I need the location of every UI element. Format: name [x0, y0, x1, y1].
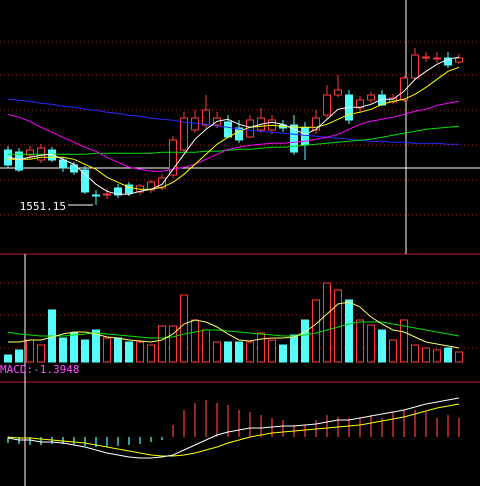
volume-bar [323, 282, 331, 363]
volume-bar [389, 339, 397, 363]
candle-body [103, 193, 111, 196]
volume-bar [235, 341, 243, 363]
candle-body [235, 127, 243, 141]
candle-body [224, 121, 232, 138]
volume-bar [367, 324, 375, 363]
volume-bar [213, 341, 221, 363]
candle-body [81, 169, 89, 193]
candle-body [444, 57, 452, 66]
line-series [8, 301, 460, 349]
volume-bar [444, 347, 452, 363]
candle-body [378, 94, 386, 106]
candle-body [92, 194, 100, 197]
volume-bar [268, 339, 276, 363]
candle-body [334, 89, 342, 96]
line-series [7, 397, 460, 459]
volume-bar [81, 339, 89, 363]
volume-bar [345, 299, 353, 363]
line-series [7, 98, 459, 145]
volume-bar [202, 329, 210, 363]
candle-body [125, 184, 133, 194]
candle-body [312, 117, 320, 131]
volume-bar [125, 341, 133, 363]
volume-bar [224, 341, 232, 363]
candle-body [455, 57, 463, 63]
volume-bar [301, 319, 309, 363]
volume-bar [4, 354, 12, 363]
volume-bar [70, 332, 78, 363]
candle-body [114, 187, 122, 196]
volume-bar [92, 329, 100, 363]
volume-bar [114, 337, 122, 363]
low-label: 1551.15 [20, 200, 66, 213]
volume-bar [257, 332, 265, 363]
candle-body [169, 139, 177, 176]
candle-body [367, 94, 375, 101]
line-series [7, 56, 460, 195]
line-series [7, 321, 460, 339]
volume-bar [290, 334, 298, 363]
volume-bar [455, 351, 463, 363]
line-series [8, 66, 460, 190]
volume-bar [37, 344, 45, 363]
volume-bar [180, 294, 188, 363]
volume-bar [378, 329, 386, 363]
volume-bar [169, 325, 177, 363]
candle-body [323, 94, 331, 116]
volume-bar [422, 347, 430, 363]
volume-bar [147, 344, 155, 363]
candle-body [433, 57, 441, 60]
volume-bar [356, 319, 364, 363]
candle-body [15, 151, 23, 171]
volume-bar [136, 341, 144, 363]
candle-body [26, 149, 34, 156]
volume-bar [15, 349, 23, 363]
candle-body [147, 181, 155, 191]
candle-body [180, 117, 188, 151]
candle-body [202, 109, 210, 126]
candle-body [301, 127, 309, 146]
volume-bar [411, 344, 419, 363]
candle-body [389, 97, 397, 103]
volume-bar [400, 319, 408, 363]
candle-body [70, 164, 78, 173]
line-series [7, 403, 460, 457]
candle-body [59, 159, 67, 169]
macd-label: MACD:-1.3948 [0, 363, 79, 376]
candle-body [422, 56, 430, 59]
volume-bar [246, 341, 254, 363]
volume-bar [103, 337, 111, 363]
line-series [8, 125, 460, 155]
candle-body [400, 77, 408, 101]
volume-bar [191, 319, 199, 363]
candle-body [356, 99, 364, 109]
volume-bar [59, 337, 67, 363]
candle-body [411, 54, 419, 79]
volume-bar [26, 339, 34, 363]
volume-bar [312, 299, 320, 363]
line-series [7, 100, 460, 172]
candle-body [158, 177, 166, 189]
candle-body [290, 124, 298, 153]
volume-bar [158, 325, 166, 363]
volume-bar [433, 349, 441, 363]
volume-bar [279, 344, 287, 363]
